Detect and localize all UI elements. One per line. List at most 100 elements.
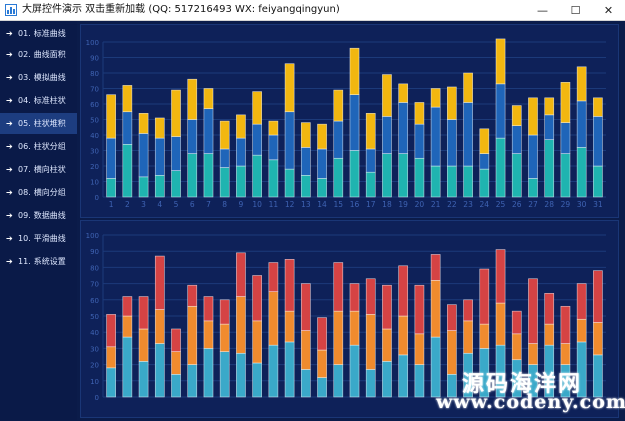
arrow-right-icon: ➔ (6, 95, 13, 105)
bottom-chart-y-tick-label: 20 (90, 362, 99, 370)
top-chart-x-tick-label: 11 (269, 200, 279, 209)
bottom-chart-y-tick-label: 90 (90, 248, 99, 256)
bottom-chart-bar-segment (398, 265, 409, 317)
top-chart-bar-segment (300, 122, 311, 148)
bottom-chart-bar-segment (284, 310, 295, 343)
bottom-chart-bar-segment (365, 278, 376, 315)
sidebar-item-simulated-curve[interactable]: ➔ 03. 模拟曲线 (0, 67, 77, 88)
bottom-chart-bar-segment (593, 270, 603, 323)
bottom-chart-bar-segment (560, 343, 571, 365)
arrow-right-icon: ➔ (6, 164, 13, 174)
top-chart-bar-segment (528, 178, 538, 198)
sidebar-item-standard-curve[interactable]: ➔ 01. 标准曲线 (0, 23, 77, 44)
bottom-chart-bar-segment (138, 361, 149, 398)
sidebar-item-horizontal-bar[interactable]: ➔ 07. 横向柱状 (0, 159, 77, 180)
watermark-text-url: www.codeny.com (436, 391, 625, 413)
top-chart-y-tick-label: 50 (90, 117, 99, 125)
sidebar-item-label: 柱状堆积 (33, 119, 66, 128)
top-chart-x-tick-label: 9 (239, 200, 244, 209)
top-chart-bar-segment (122, 85, 133, 113)
top-chart-x-tick-label: 25 (496, 200, 506, 209)
top-chart-x-tick-label: 29 (561, 200, 571, 209)
bottom-chart-bar-segment (479, 268, 490, 325)
top-chart-bar-segment (528, 134, 538, 179)
bottom-chart-bar-segment (430, 254, 441, 281)
sidebar-item-system-settings[interactable]: ➔ 11. 系统设置 (0, 251, 77, 272)
bottom-chart-bar-segment (414, 284, 425, 335)
sidebar-item-label: 标准柱状 (33, 96, 66, 105)
top-chart-y-tick-label: 0 (95, 194, 99, 202)
top-chart-bar-segment (203, 108, 214, 154)
bottom-chart-bar-segment (203, 296, 214, 322)
top-chart-bar-segment (106, 137, 116, 179)
arrow-right-icon: ➔ (6, 141, 13, 151)
top-chart-bar-segment (138, 133, 149, 178)
bottom-chart-bar-segment (447, 304, 457, 331)
top-chart-bar-segment (171, 89, 181, 137)
top-chart-y-tick-label: 100 (86, 39, 99, 47)
top-chart-bar-segment (252, 91, 262, 125)
bottom-chart-bar-segment (171, 328, 181, 352)
top-chart-x-tick-label: 24 (480, 200, 490, 209)
top-chart-bar-segment (236, 165, 246, 198)
bottom-chart-bar-segment (349, 283, 360, 312)
bottom-chart-y-tick-label: 40 (90, 329, 99, 337)
bottom-chart-bar-segment (479, 323, 490, 349)
top-chart-bar-segment (398, 83, 409, 103)
top-chart-bar-segment (300, 147, 311, 176)
top-chart-bar-segment (203, 88, 214, 109)
sidebar-item-number: 09. (18, 211, 31, 220)
bottom-chart-bar-segment (203, 348, 214, 398)
sidebar-item-standard-bar[interactable]: ➔ 04. 标准柱状 (0, 90, 77, 111)
maximize-button[interactable]: ☐ (559, 0, 592, 20)
top-chart-bar-segment (511, 153, 522, 198)
close-button[interactable]: ✕ (592, 0, 625, 20)
sidebar-item-smooth-curve[interactable]: ➔ 10. 平滑曲线 (0, 228, 77, 249)
top-chart-x-tick-label: 13 (301, 200, 311, 209)
bottom-chart-bar-segment (252, 320, 262, 364)
sidebar-item-label: 系统设置 (33, 257, 66, 266)
top-chart-bar-segment (560, 81, 571, 123)
sidebar-item-number: 04. (18, 96, 31, 105)
top-chart-bar-segment (463, 165, 473, 198)
arrow-right-icon: ➔ (6, 72, 13, 82)
bottom-chart-bar-segment (154, 255, 165, 310)
top-chart-bar-segment (365, 148, 376, 173)
bottom-chart-bar-segment (106, 346, 116, 369)
bottom-chart-bar-segment (317, 377, 327, 398)
top-chart-bar-segment (349, 47, 360, 96)
sidebar-item-curve-area[interactable]: ➔ 02. 曲线面积 (0, 44, 77, 65)
bottom-chart-bar-segment (138, 328, 149, 362)
top-chart-x-tick-label: 26 (512, 200, 522, 209)
sidebar-item-horizontal-group[interactable]: ➔ 08. 横向分组 (0, 182, 77, 203)
bottom-chart-bar-segment (382, 284, 392, 330)
top-chart-bar-segment (398, 102, 409, 154)
bottom-chart-bar-segment (300, 283, 311, 331)
sidebar-item-number: 01. (18, 29, 31, 38)
bottom-chart-bar-segment (365, 369, 376, 398)
sidebar-item-number: 07. (18, 165, 31, 174)
chart-panel-top: 0 10 20 30 40 50 60 70 80 90 100 1 2 3 4 5 6 7 8 9 10 11 12 13 1… (80, 24, 619, 218)
arrow-right-icon: ➔ (6, 256, 13, 266)
stacked-bar-chart-bottom: 0 10 20 30 40 50 60 70 80 90 100 (86, 232, 606, 402)
sidebar-item-number: 06. (18, 142, 31, 151)
sidebar-item-grouped-bar[interactable]: ➔ 06. 柱状分组 (0, 136, 77, 157)
arrow-right-icon: ➔ (6, 233, 13, 243)
top-chart-bar-segment (447, 119, 457, 167)
bottom-chart-bar-segment (511, 333, 522, 361)
top-chart-bar-segment (560, 153, 571, 198)
minimize-button[interactable]: — (526, 0, 559, 20)
bottom-chart-bar-segment (511, 310, 522, 335)
sidebar-item-number: 10. (18, 234, 31, 243)
top-chart-bar-segment (365, 171, 376, 198)
top-chart-bar-segment (528, 97, 538, 136)
top-chart-bar-segment (398, 153, 409, 198)
sidebar-item-stacked-bar[interactable]: ➔ 05. 柱状堆积 (0, 113, 77, 134)
top-chart-x-tick-label: 7 (206, 200, 211, 209)
top-chart-x-tick-label: 17 (366, 200, 376, 209)
sidebar-item-data-curve[interactable]: ➔ 09. 数据曲线 (0, 205, 77, 226)
top-chart-bar-segment (317, 123, 327, 150)
bottom-chart-bar-segment (317, 317, 327, 351)
top-chart-bar-segment (576, 147, 587, 198)
